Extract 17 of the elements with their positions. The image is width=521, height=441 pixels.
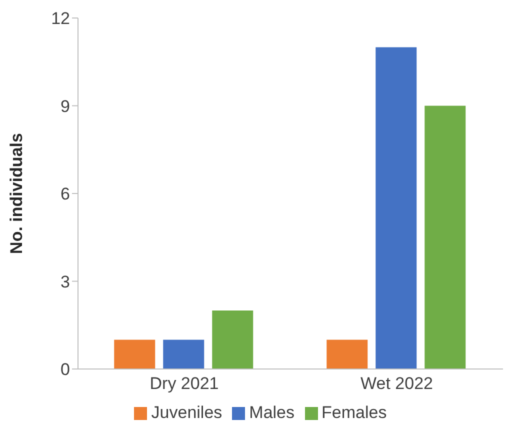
y-tick-label: 6 bbox=[60, 184, 70, 204]
bar bbox=[163, 340, 204, 369]
bar bbox=[212, 310, 254, 369]
bar bbox=[376, 47, 417, 369]
y-axis-title: No. individuals bbox=[7, 133, 26, 254]
y-tick-label: 3 bbox=[60, 272, 70, 292]
legend-label: Males bbox=[249, 403, 295, 422]
x-tick-label: Dry 2021 bbox=[150, 374, 219, 394]
bar bbox=[114, 340, 156, 369]
bar bbox=[326, 340, 368, 369]
x-tick-label: Wet 2022 bbox=[360, 374, 433, 394]
y-tick-label: 0 bbox=[60, 360, 70, 380]
y-tick-label: 12 bbox=[51, 9, 70, 28]
legend-label: Females bbox=[322, 403, 387, 422]
legend-label: Juveniles bbox=[151, 403, 222, 422]
y-tick-label: 9 bbox=[60, 96, 70, 116]
bar bbox=[424, 106, 466, 369]
